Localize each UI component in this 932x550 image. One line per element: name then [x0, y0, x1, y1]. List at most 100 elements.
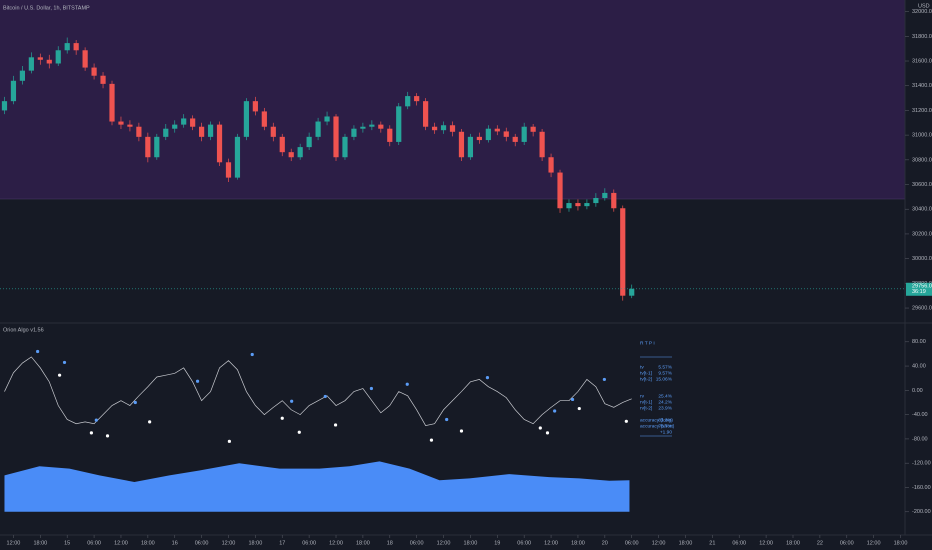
candle-body: [261, 111, 267, 127]
candle-body: [46, 59, 52, 64]
candle-body: [154, 136, 160, 158]
y-tick-label: 31800.00: [912, 34, 932, 40]
x-tick-label: 12:00: [114, 540, 128, 546]
table-value: 76.7%: [658, 423, 672, 429]
x-tick-label: 19: [494, 540, 500, 546]
signal-dot: [148, 420, 152, 424]
x-tick-label: 18:00: [464, 540, 478, 546]
y-tick-label: 31000.00: [912, 133, 932, 139]
y-tick-label: 80.00: [912, 339, 926, 345]
candle-body: [494, 128, 500, 132]
x-tick-label: 12:00: [7, 540, 21, 546]
candle-body: [440, 125, 447, 131]
candle-body: [109, 83, 115, 122]
signal-dot: [105, 434, 110, 438]
candle-body: [252, 101, 258, 112]
x-tick-label: 12:00: [222, 540, 236, 546]
table-label: tv: [640, 364, 644, 370]
signal-dot: [62, 360, 67, 365]
table-header: R T P I: [640, 340, 655, 346]
x-tick-label: 12:00: [759, 540, 773, 546]
signal-dot: [624, 419, 628, 423]
candle-body: [360, 126, 366, 129]
candle-body: [181, 118, 187, 125]
candle-body: [270, 126, 276, 137]
x-tick-label: 06:00: [732, 540, 746, 546]
y-tick-label: 0.00: [912, 388, 923, 394]
currency: USD: [918, 3, 930, 9]
table-value: 25.4%: [658, 393, 672, 399]
candle-body: [503, 131, 509, 137]
x-tick-label: 18:00: [141, 540, 155, 546]
y-tick-label: -120.00: [912, 461, 931, 467]
candle-body: [333, 116, 339, 158]
last-price-label: 29756.00: [912, 284, 932, 290]
table-label: tv[t-1]: [640, 370, 652, 376]
candle-body: [288, 152, 294, 158]
candle-body: [207, 124, 214, 137]
table-value: 24.2%: [658, 399, 672, 405]
x-tick-label: 18:00: [33, 540, 47, 546]
table-label: rv[t-1]: [640, 399, 652, 405]
candle-body: [593, 197, 599, 204]
x-tick-label: 18:00: [248, 540, 262, 546]
candle-body: [190, 118, 196, 127]
x-tick-label: 06:00: [410, 540, 424, 546]
y-tick-label: 30000.00: [912, 256, 932, 262]
y-tick-label: -160.00: [912, 485, 931, 491]
signal-dot: [227, 439, 231, 443]
candle-body: [279, 136, 285, 153]
signal-dot: [297, 430, 301, 434]
candle-body: [10, 80, 17, 102]
y-tick-label: 31200.00: [912, 108, 932, 114]
candle-body: [91, 67, 97, 76]
signal-dot: [195, 379, 200, 383]
signal-dot: [577, 406, 581, 411]
x-tick-label: 18:00: [356, 540, 370, 546]
x-tick-label: 16: [172, 540, 178, 546]
table-label: accuracy (long): [640, 417, 673, 423]
signal-dot: [405, 382, 409, 386]
x-tick-label: 06:00: [195, 540, 209, 546]
candle-body: [127, 124, 133, 127]
x-tick-label: 12:00: [544, 540, 558, 546]
signal-dot: [89, 431, 93, 435]
signal-dot: [602, 377, 606, 382]
signal-dot: [553, 409, 557, 413]
y-tick-label: 30200.00: [912, 231, 932, 237]
candle-body: [449, 125, 456, 132]
signal-dot: [485, 375, 490, 380]
x-tick-label: 18:00: [786, 540, 800, 546]
signal-dot: [57, 373, 62, 377]
signal-dot: [323, 394, 327, 399]
candle-body: [378, 124, 384, 129]
countdown: 36:19: [912, 289, 926, 295]
candle-body: [216, 124, 223, 163]
candle-body: [485, 128, 491, 141]
candle-body: [351, 128, 357, 137]
candle-body: [324, 116, 330, 122]
x-tick-label: 12:00: [652, 540, 666, 546]
table-value: 5.57%: [658, 364, 672, 370]
signal-dot: [36, 349, 40, 354]
signal-dot: [333, 423, 338, 427]
signal-dot: [429, 438, 434, 442]
x-tick-label: 06:00: [302, 540, 316, 546]
y-tick-label: -80.00: [912, 436, 928, 442]
x-tick-label: 12:00: [329, 540, 343, 546]
candle-body: [37, 57, 43, 60]
candle-body: [431, 126, 438, 131]
candle-body: [530, 126, 536, 132]
candle-body: [163, 128, 169, 137]
candle-body: [405, 96, 411, 107]
candle-body: [297, 147, 303, 158]
chart-title: Bitcoin / U.S. Dollar, 1h, BITSTAMP: [3, 5, 90, 11]
candle-body: [55, 50, 61, 64]
candle-body: [172, 124, 178, 129]
signal-dot: [250, 352, 254, 357]
x-tick-label: 06:00: [625, 540, 639, 546]
candle-body: [629, 288, 635, 296]
candle-body: [369, 124, 375, 127]
y-tick-label: -200.00: [912, 509, 931, 515]
